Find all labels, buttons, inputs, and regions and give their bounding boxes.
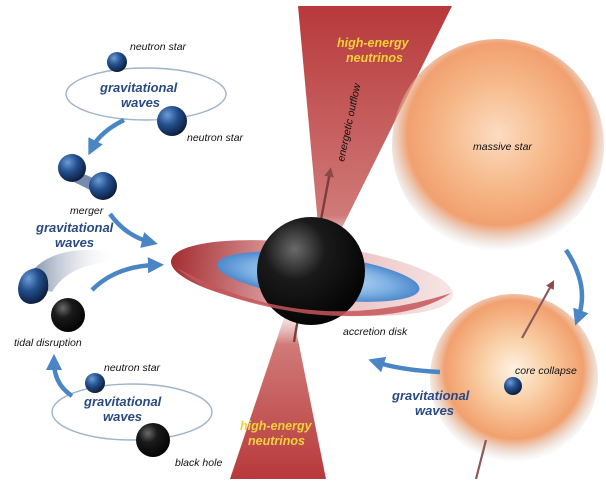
label-tidal-disruption: tidal disruption: [14, 337, 82, 349]
neutron-star-top: [107, 52, 127, 72]
core-collapse-jet-up: [521, 280, 555, 339]
label-gw-right-2: waves: [415, 403, 454, 418]
tidal-black-hole: [51, 298, 85, 332]
merger-pair: [58, 154, 117, 200]
label-neutron-star-bottom: neutron star: [104, 362, 161, 374]
black-hole-bottom: [136, 423, 170, 457]
label-gw-mid-2: waves: [55, 235, 94, 250]
label-neutrinos-top-1: high-energy: [337, 36, 410, 50]
label-neutrinos-bottom-1: high-energy: [240, 419, 313, 433]
neutron-star-right: [157, 106, 187, 136]
neutrino-jet-bottom: [230, 300, 326, 479]
label-massive-star: massive star: [473, 141, 532, 153]
label-gw-bottom-1: gravitational: [83, 394, 162, 409]
arrow-massive-to-collapse: [564, 248, 589, 326]
orbit-bottom: [51, 383, 213, 441]
central-black-hole: [257, 217, 365, 325]
arrow-merger-to-disk: [108, 212, 158, 248]
arrow-bottom-to-tidal: [45, 353, 74, 398]
label-neutron-star-right: neutron star: [187, 132, 244, 144]
label-gw-top-1: gravitational: [99, 80, 178, 95]
core-collapse-neutron-star: [504, 377, 522, 395]
label-gw-right-1: gravitational: [391, 388, 470, 403]
orbit-top: [65, 67, 227, 121]
label-gw-top-2: waves: [121, 95, 160, 110]
arrow-tidal-to-disk: [90, 257, 165, 292]
label-merger: merger: [70, 205, 104, 217]
label-core-collapse: core collapse: [515, 365, 577, 377]
label-neutrinos-top-2: neutrinos: [346, 51, 403, 65]
label-accretion-disk: accretion disk: [343, 326, 408, 338]
arrow-collapse-to-disk: [368, 356, 441, 375]
label-neutron-star-top: neutron star: [130, 41, 187, 53]
label-gw-mid-1: gravitational: [35, 220, 114, 235]
core-collapse-jet-down: [474, 439, 488, 480]
neutron-star-bottom: [85, 373, 105, 393]
label-gw-bottom-2: waves: [103, 409, 142, 424]
disrupted-neutron-star: [18, 268, 49, 304]
label-neutrinos-bottom-2: neutrinos: [248, 434, 305, 448]
massive-star: [392, 39, 604, 251]
neutrino-jet-top: [298, 6, 452, 268]
arrow-binary-to-merger: [88, 117, 126, 156]
label-black-hole: black hole: [175, 457, 222, 469]
